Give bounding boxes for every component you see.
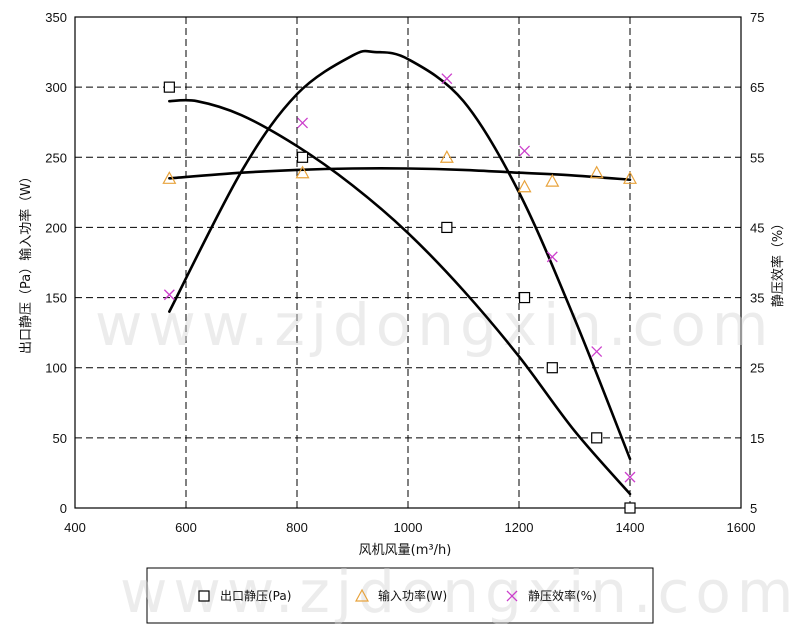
legend: www.zjdongxin.com 出口静压(Pa) 输入功率(W) 静压效率(%) <box>120 558 795 626</box>
fit-curve-series-2 <box>168 167 632 182</box>
left-tick-label: 300 <box>45 80 67 95</box>
x-axis-title: 风机风量(m³/h) <box>359 543 452 558</box>
data-point-series-3 <box>519 145 531 157</box>
watermark: www.zjdongxin.com <box>95 291 774 359</box>
data-point-series-3 <box>624 471 636 483</box>
data-markers <box>162 73 638 514</box>
left-tick-label: 200 <box>45 220 67 235</box>
fit-curve-series-3 <box>168 49 632 461</box>
data-point-series-1 <box>546 362 558 374</box>
data-point-series-3 <box>441 73 453 85</box>
data-point-series-2 <box>295 165 310 179</box>
data-point-series-1 <box>624 502 636 514</box>
legend-marker-series-1 <box>198 590 210 602</box>
left-tick-label: 0 <box>60 501 67 516</box>
right-axis-ticks: 5 15 25 35 45 55 65 75 <box>750 10 764 516</box>
data-point-series-1 <box>441 221 453 234</box>
x-tick-label: 800 <box>286 520 308 535</box>
left-axis-title: 出口静压（Pa）输入功率（W） <box>18 170 34 354</box>
data-point-series-3 <box>546 251 558 263</box>
right-tick-label: 45 <box>750 220 764 235</box>
marker-stroke <box>546 251 558 263</box>
data-point-series-3 <box>297 117 309 129</box>
marker-stroke <box>506 590 518 602</box>
x-tick-label: 600 <box>175 520 197 535</box>
legend-label-series-1: 出口静压(Pa) <box>220 589 291 603</box>
x-tick-label: 1600 <box>727 520 756 535</box>
marker-stroke <box>297 117 309 129</box>
data-point-series-1 <box>518 291 531 304</box>
marker-stroke <box>519 145 531 157</box>
x-tick-label: 1000 <box>394 520 423 535</box>
right-tick-label: 65 <box>750 80 764 95</box>
watermark-text-legend: www.zjdongxin.com <box>120 558 795 626</box>
x-axis-ticks: 400 600 800 1000 1200 1400 1600 <box>64 520 755 535</box>
left-tick-label: 350 <box>45 10 67 25</box>
legend-box <box>146 567 654 624</box>
right-axis-title: 静压效率（%） <box>770 217 786 307</box>
legend-label-series-3: 静压效率(%) <box>528 588 597 603</box>
data-point-series-2 <box>162 171 177 184</box>
left-tick-label: 150 <box>45 291 67 306</box>
right-tick-label: 25 <box>750 361 764 376</box>
data-point-series-1 <box>591 432 603 444</box>
right-tick-label: 35 <box>750 291 764 306</box>
grid-lines <box>75 17 741 508</box>
right-tick-label: 15 <box>750 431 764 446</box>
watermark-text-plot: www.zjdongxin.com <box>95 291 774 359</box>
fit-curve-series-1 <box>168 98 632 496</box>
right-tick-label: 75 <box>750 10 764 25</box>
data-point-series-2 <box>622 171 638 184</box>
marker-stroke <box>624 471 636 483</box>
data-point-series-2 <box>517 179 532 193</box>
marker-stroke <box>591 346 603 358</box>
data-point-series-2 <box>545 173 560 187</box>
left-tick-label: 100 <box>45 361 67 376</box>
left-tick-label: 50 <box>53 431 67 446</box>
legend-marker-series-3 <box>506 590 518 602</box>
left-tick-label: 250 <box>45 150 67 165</box>
legend-items: 出口静压(Pa) 输入功率(W) 静压效率(%) <box>198 588 597 603</box>
legend-label-series-2: 输入功率(W) <box>378 588 447 603</box>
data-point-series-3 <box>163 289 175 301</box>
data-point-series-2 <box>439 150 454 163</box>
fit-curves <box>168 49 632 496</box>
right-tick-label: 55 <box>750 150 764 165</box>
x-tick-label: 1200 <box>505 520 534 535</box>
data-point-series-1 <box>163 81 175 93</box>
marker-stroke <box>441 73 453 85</box>
data-point-series-1 <box>296 151 309 163</box>
right-tick-label: 5 <box>750 501 757 516</box>
legend-marker-series-2 <box>354 588 370 602</box>
data-point-series-3 <box>591 346 603 358</box>
left-axis-ticks: 0 50 100 150 200 250 300 350 <box>45 10 67 516</box>
marker-stroke <box>163 289 175 301</box>
x-tick-label: 1400 <box>616 520 645 535</box>
data-point-series-2 <box>589 165 604 179</box>
x-tick-label: 400 <box>64 520 86 535</box>
